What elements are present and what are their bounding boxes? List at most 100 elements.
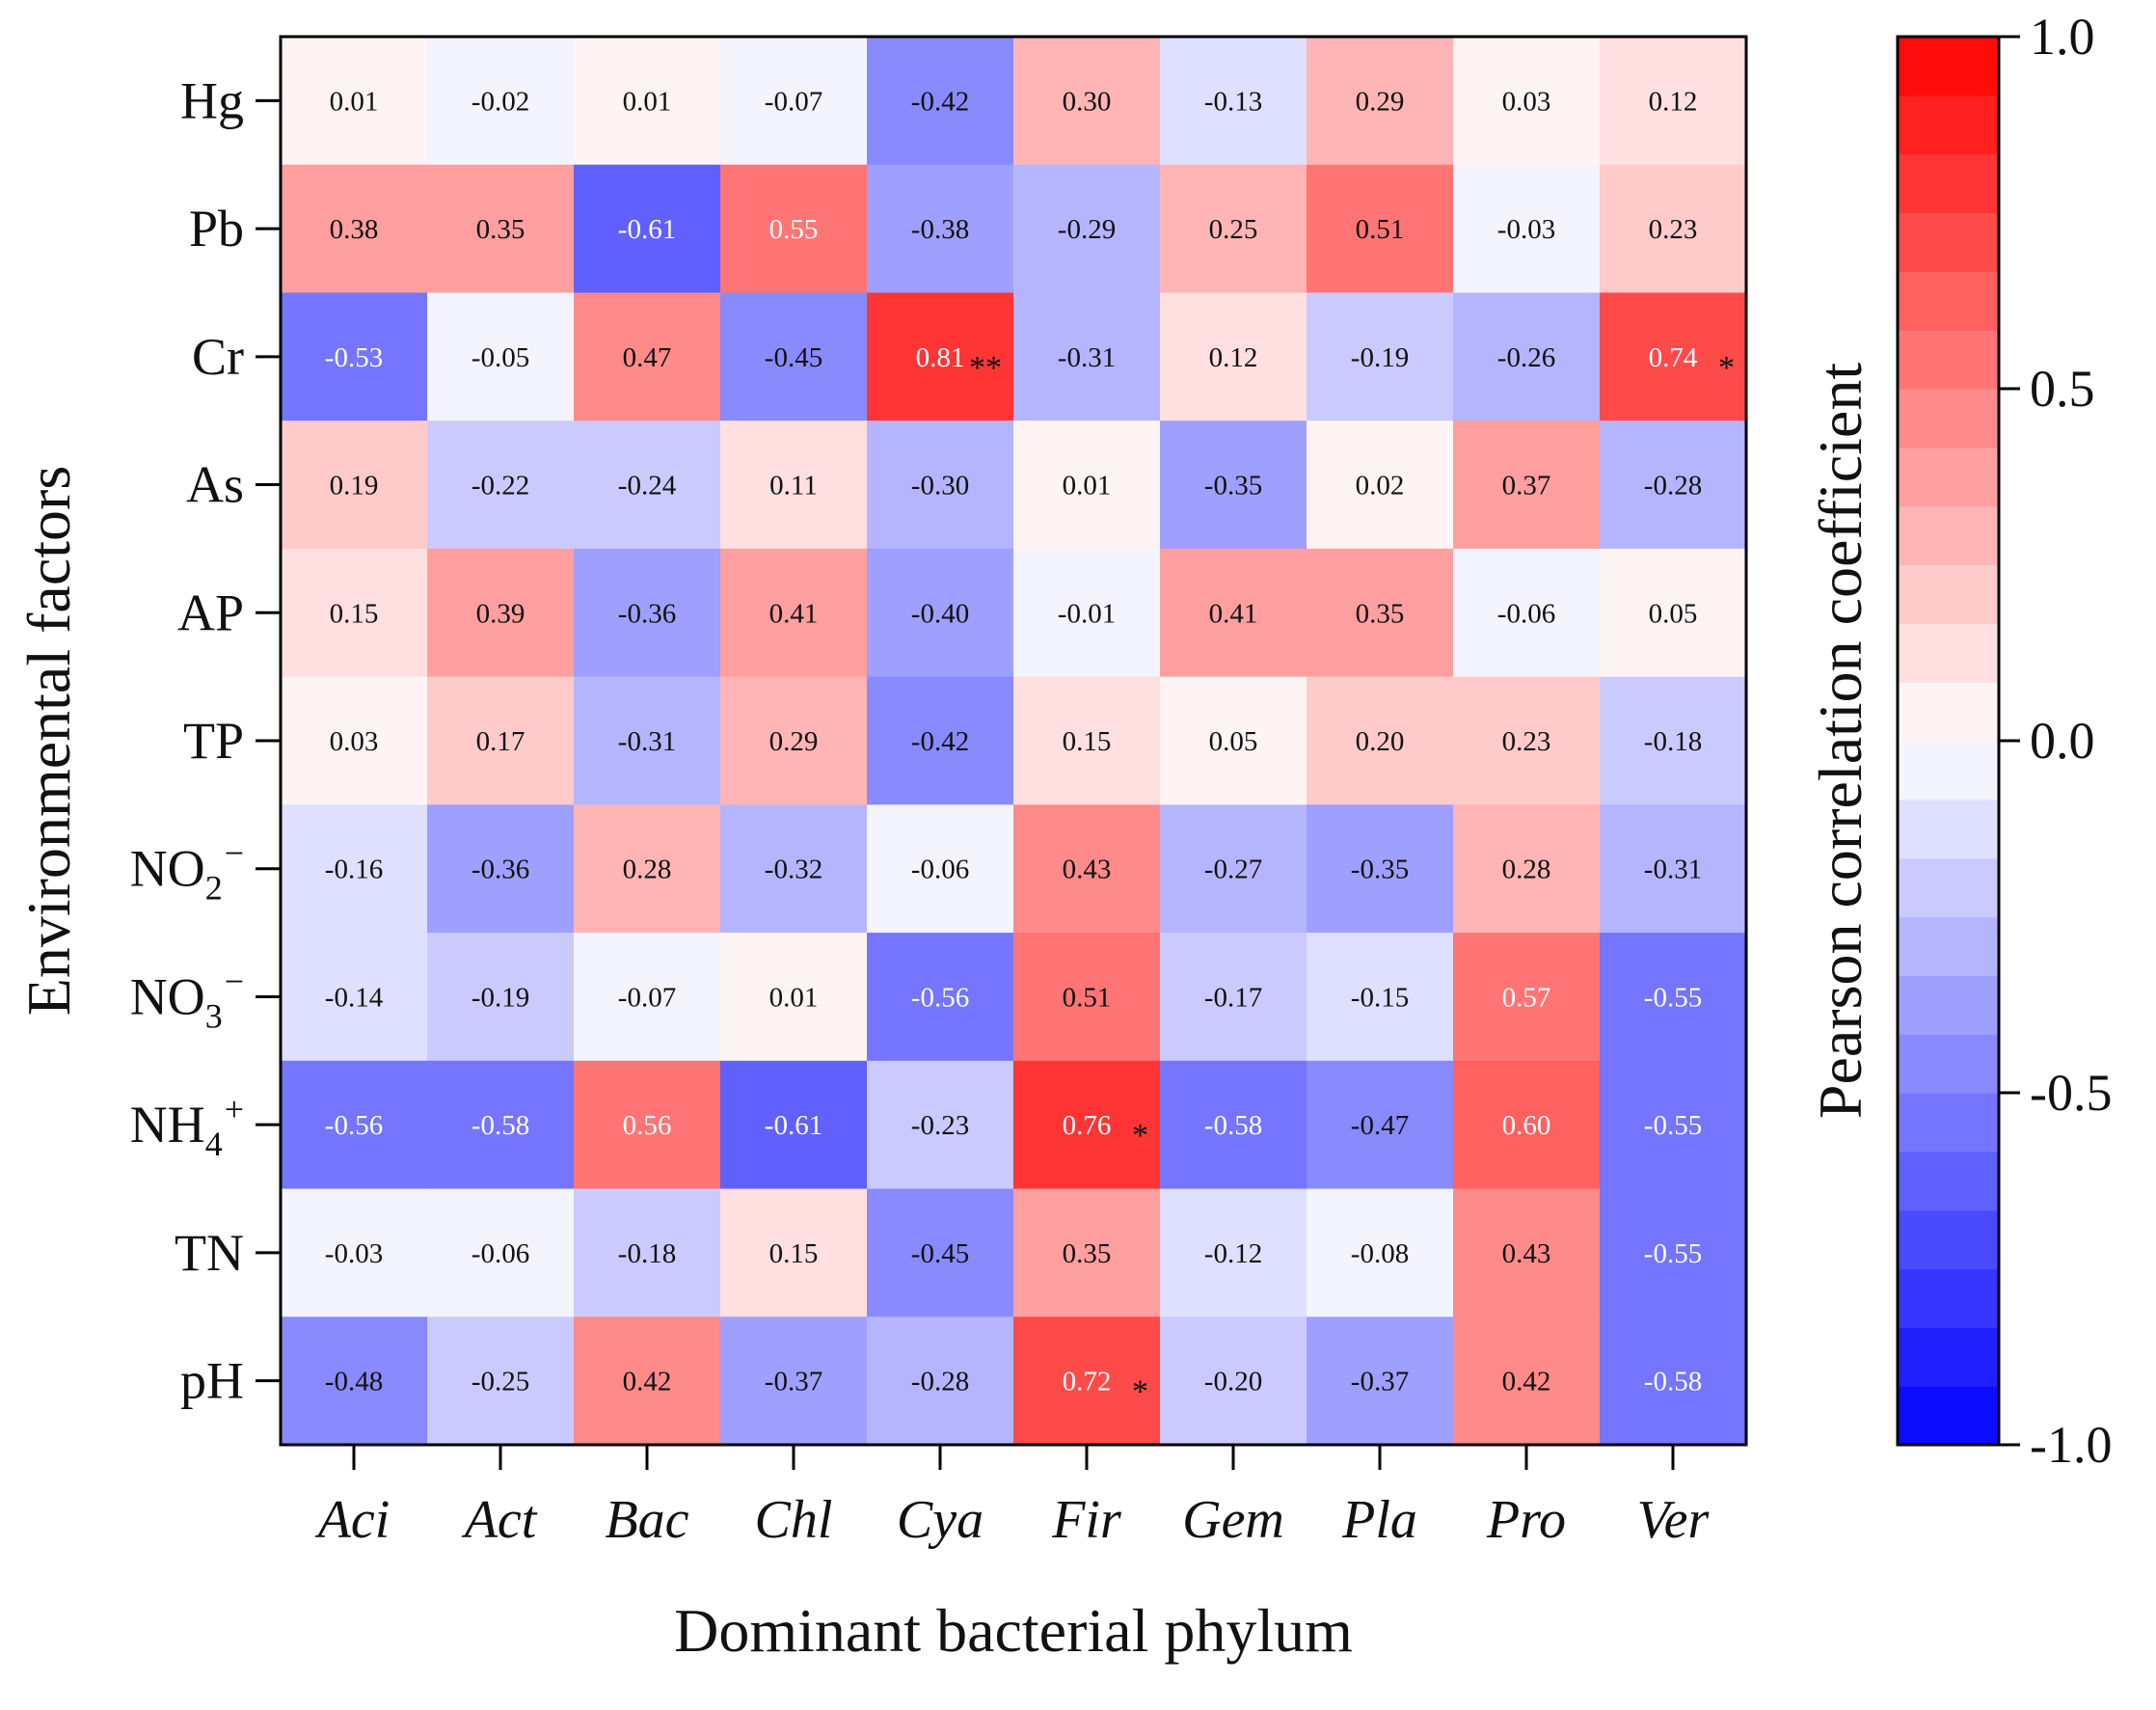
cell-value-label: 0.74: [1649, 342, 1698, 373]
heatmap-cell: [427, 676, 575, 805]
colorbar-title: Pearson correlation coefficient: [1806, 363, 1874, 1119]
cell-value-label: -0.06: [472, 1238, 529, 1269]
heatmap-cell: [281, 548, 428, 678]
heatmap-cell: [1600, 804, 1747, 934]
colorbar-segment: [1898, 1386, 1999, 1446]
colorbar-segment: [1898, 1093, 1999, 1153]
heatmap-cell: [281, 164, 428, 294]
y-tick-label: pH: [180, 1352, 244, 1410]
cell-value-label: -0.55: [1644, 982, 1702, 1013]
heatmap-cell: [867, 676, 1014, 805]
cell-value-label: 0.03: [1502, 86, 1551, 117]
cell-value-label: -0.61: [765, 1110, 822, 1141]
y-tick-label: As: [186, 456, 244, 514]
y-tick-label: NO3−: [130, 962, 244, 1035]
heatmap-cell: [574, 292, 721, 421]
cell-value-label: 0.05: [1649, 598, 1698, 629]
cell-value-label: -0.17: [1204, 982, 1262, 1013]
cell-value-label: 0.57: [1502, 982, 1551, 1013]
cell-value-label: -0.31: [1058, 342, 1116, 373]
heatmap-cell: [1160, 292, 1307, 421]
cell-value-label: -0.12: [1204, 1238, 1262, 1269]
cell-value-label: -0.08: [1351, 1238, 1409, 1269]
x-tick-label: Pla: [1341, 1490, 1417, 1550]
heatmap-cell: [1307, 1316, 1454, 1446]
cell-value-label: -0.45: [765, 342, 822, 373]
x-tick-label: Aci: [314, 1490, 391, 1550]
cell-value-label: 0.72: [1063, 1367, 1112, 1398]
cell-value-label: -0.16: [325, 855, 383, 885]
y-tick-label: TP: [183, 712, 244, 770]
cell-value-label: 0.28: [1502, 855, 1551, 885]
heatmap-cell: [1160, 676, 1307, 805]
heatmap-cell: [1013, 164, 1161, 294]
heatmap-cell: [574, 548, 721, 678]
heatmap-cell: [574, 421, 721, 550]
heatmap-cell: [720, 292, 868, 421]
cell-value-label: -0.47: [1351, 1110, 1409, 1141]
heatmap-cell: [720, 421, 868, 550]
cell-value-label: -0.07: [618, 982, 676, 1013]
heatmap-cell: [281, 292, 428, 421]
heatmap-cell: [1160, 804, 1307, 934]
heatmap-cell: [1453, 1316, 1601, 1446]
cell-value-label: -0.20: [1204, 1367, 1262, 1398]
significance-marker: **: [969, 350, 1002, 386]
cell-value-label: 0.01: [769, 982, 819, 1013]
cell-value-label: 0.29: [769, 726, 819, 757]
cell-value-label: -0.13: [1204, 86, 1262, 117]
heatmap-cell: [281, 1316, 428, 1446]
colorbar-segment: [1898, 857, 1999, 918]
heatmap-cell: [574, 1060, 721, 1190]
cell-value-label: -0.42: [911, 726, 969, 757]
heatmap-cell: [427, 292, 575, 421]
heatmap-cell: [1307, 164, 1454, 294]
heatmap-cell: [867, 1060, 1014, 1190]
cell-value-label: 0.05: [1209, 726, 1258, 757]
heatmap-cell: [867, 548, 1014, 678]
heatmap-cell: [1307, 292, 1454, 421]
cell-value-label: 0.35: [476, 214, 526, 245]
heatmap-cell: [1160, 933, 1307, 1062]
cell-value-label: 0.56: [623, 1110, 672, 1141]
heatmap-cell: [427, 421, 575, 550]
x-tick-label: Cya: [897, 1490, 984, 1550]
cell-value-label: 0.51: [1063, 982, 1112, 1013]
colorbar-segment: [1898, 330, 1999, 390]
cell-value-label: -0.30: [911, 471, 969, 502]
heatmap-cell: [1453, 548, 1601, 678]
colorbar-segment: [1898, 623, 1999, 683]
heatmap-cell: [1600, 548, 1747, 678]
heatmap-cell: [427, 804, 575, 934]
heatmap-cell: [720, 676, 868, 805]
cell-value-label: -0.28: [1644, 471, 1702, 502]
heatmap-cell: [1600, 292, 1747, 421]
cell-value-label: -0.22: [472, 471, 529, 502]
colorbar-segment: [1898, 505, 1999, 566]
heatmap-cell: [720, 804, 868, 934]
x-axis: Aci Act Bac Chl Cya Fir Gem Pla Pro Ver: [314, 1445, 1710, 1550]
cell-value-label: -0.19: [472, 982, 529, 1013]
colorbar-segment: [1898, 741, 1999, 801]
cell-value-label: -0.35: [1204, 471, 1262, 502]
cell-value-label: 0.37: [1502, 471, 1551, 502]
cell-value-label: -0.02: [472, 86, 529, 117]
significance-marker: *: [1132, 1374, 1148, 1410]
x-tick-label: Bac: [605, 1490, 688, 1550]
heatmap-cell: [1453, 676, 1601, 805]
heatmap-cell: [574, 1188, 721, 1317]
cell-value-label: -0.37: [765, 1367, 822, 1398]
cell-value-label: -0.29: [1058, 214, 1116, 245]
cell-value-label: 0.42: [1502, 1367, 1551, 1398]
cell-value-label: -0.45: [911, 1238, 969, 1269]
heatmap-cell: [867, 804, 1014, 934]
colorbar-segment: [1898, 1268, 1999, 1328]
heatmap-cell: [1307, 804, 1454, 934]
heatmap-cell: [1160, 1316, 1307, 1446]
colorbar-tick-label: 0.5: [2030, 360, 2095, 418]
colorbar-segment: [1898, 1209, 1999, 1270]
heatmap-cell: [1013, 676, 1161, 805]
cell-value-label: -0.40: [911, 598, 969, 629]
heatmap-cell: [1307, 421, 1454, 550]
